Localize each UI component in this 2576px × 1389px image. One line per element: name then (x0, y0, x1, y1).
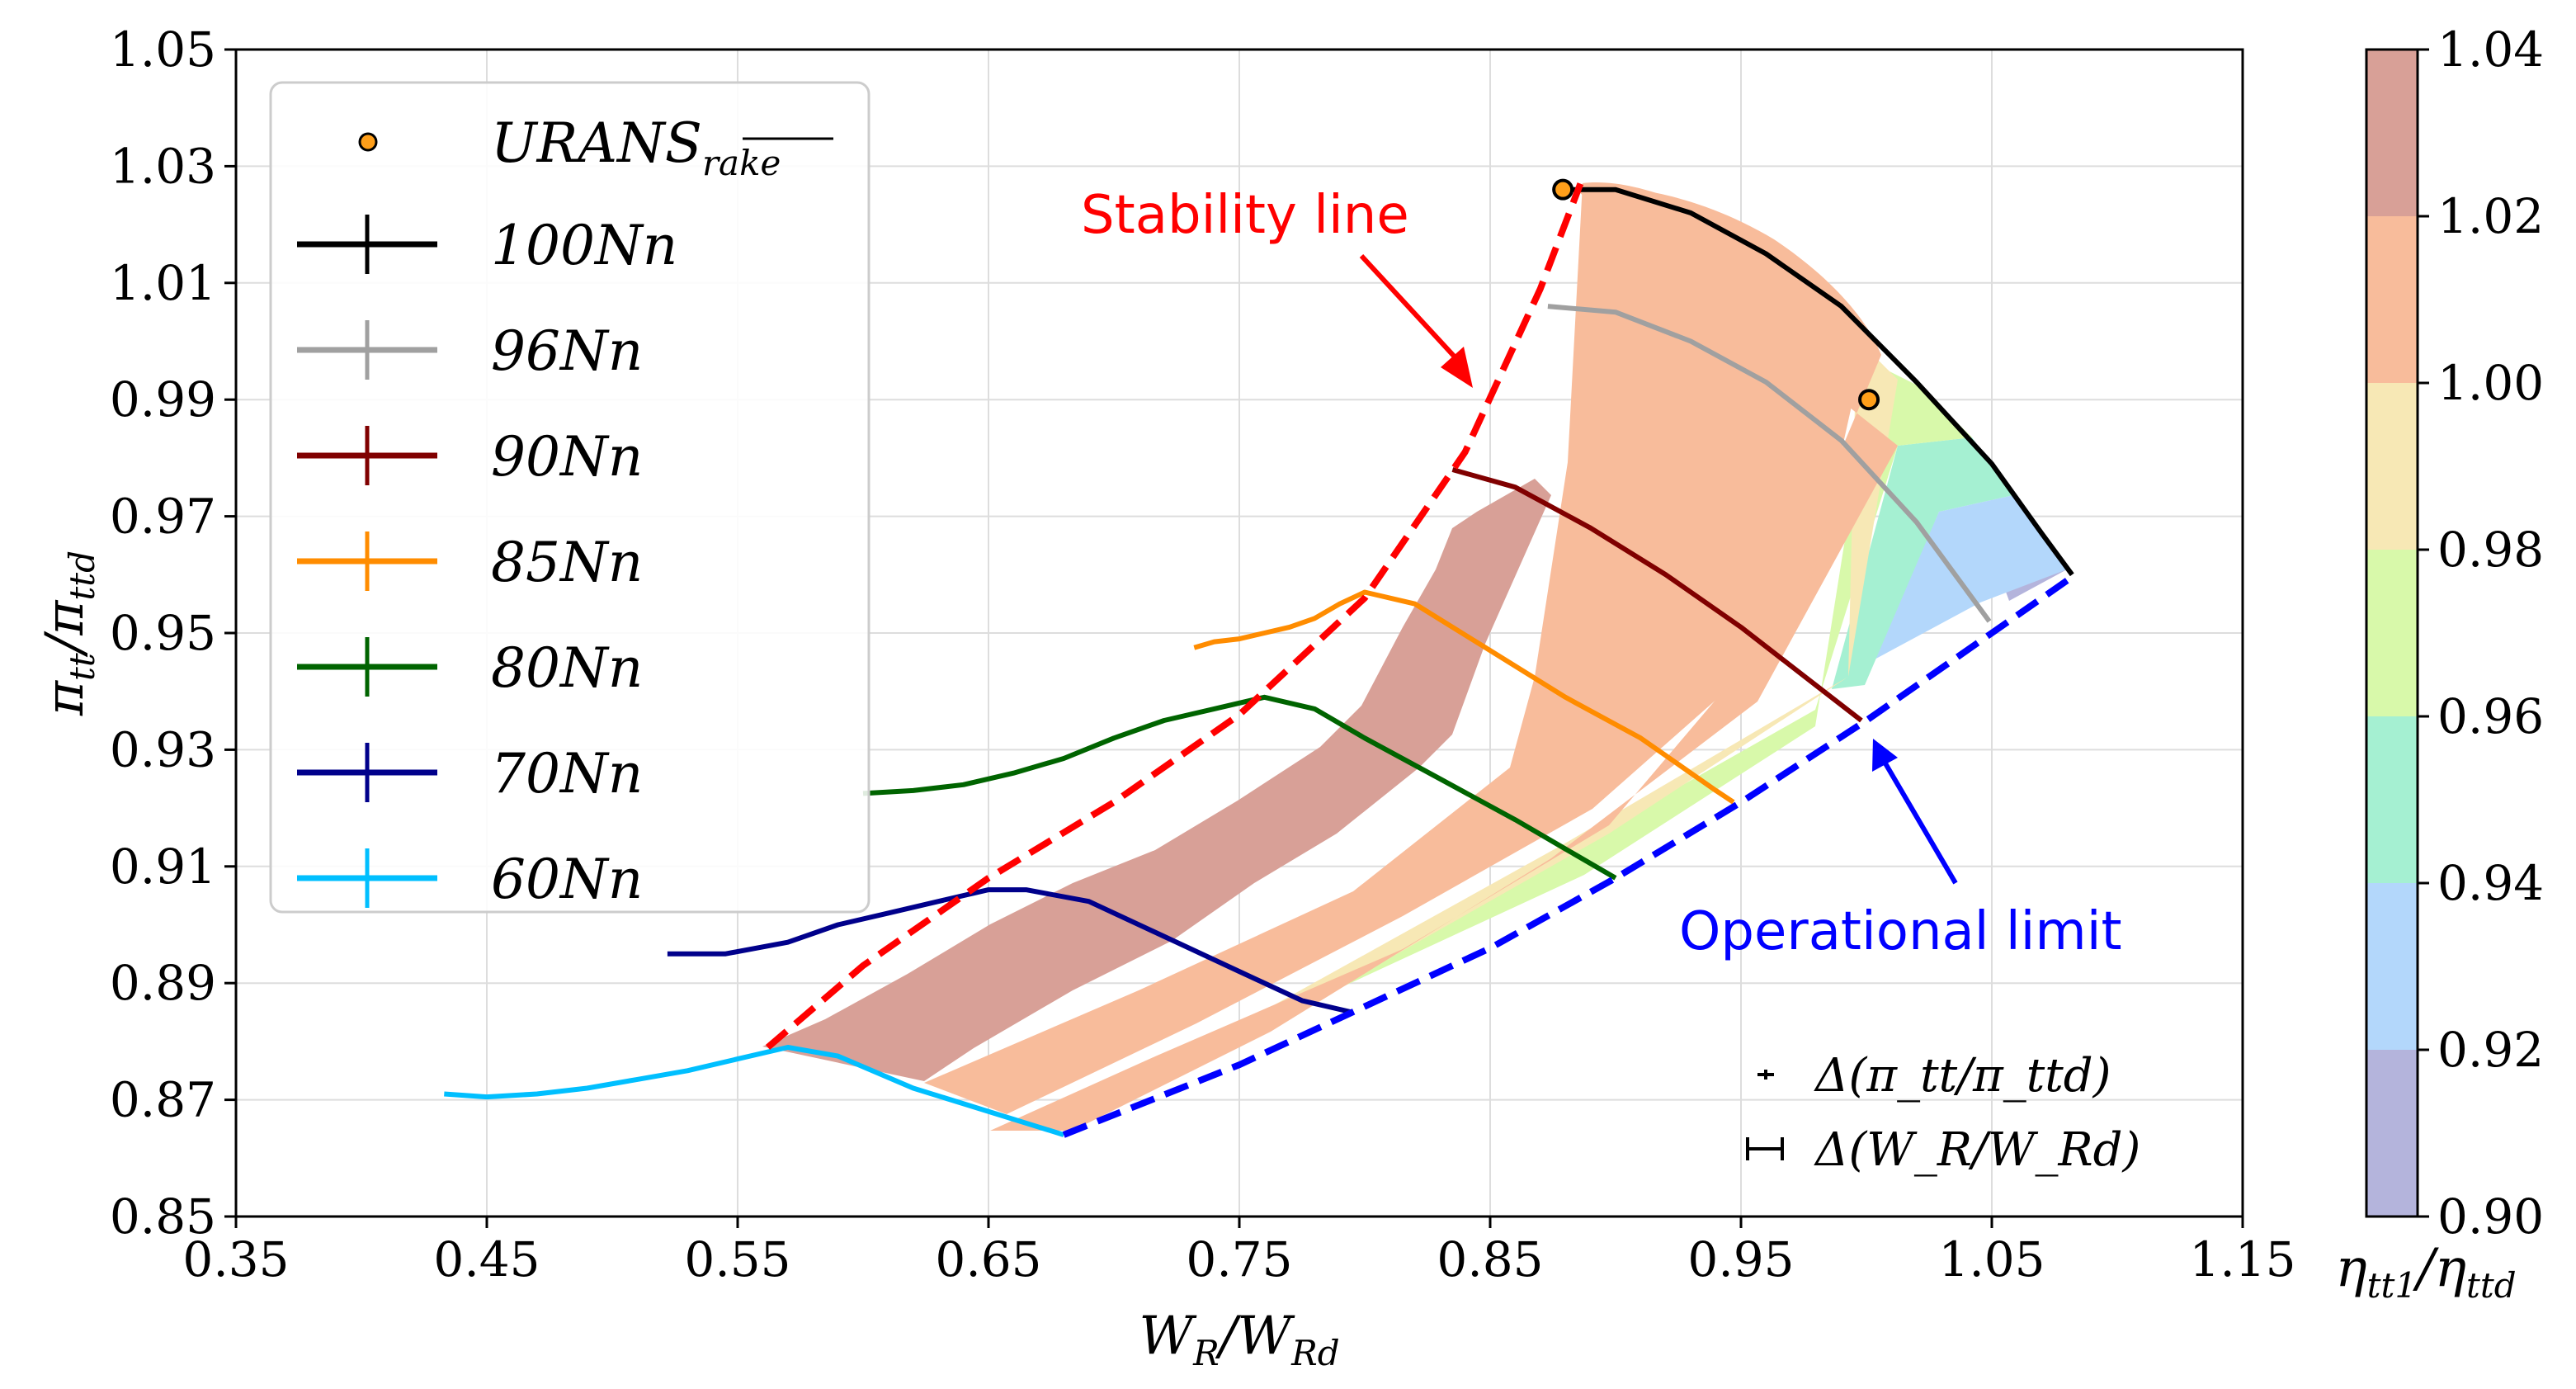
x-tick-label-0-85: 0.85 (1437, 1231, 1543, 1287)
legend-label-85Nn: 85Nn (491, 531, 643, 594)
contour-band-100-main (924, 182, 1865, 1115)
limit-lines (765, 182, 2069, 1138)
y-tick-label-0-93: 0.93 (110, 721, 216, 777)
y-tick-label-0-95: 0.95 (110, 605, 216, 661)
contour-band-092 (1873, 495, 2067, 660)
y-tick-label-1-01: 1.01 (110, 255, 216, 311)
urans-legend-label: URANSrake (491, 111, 781, 183)
pi-error-label: Δ(π_tt/π_ttd) (1814, 1049, 2111, 1103)
pi-error-marker (1757, 1070, 1774, 1080)
colorbar-band-0-92 (2366, 883, 2418, 1050)
contour-band-102 (762, 479, 1551, 1081)
y-tick-label-1-05: 1.05 (110, 21, 216, 78)
colorbar-band-0-98 (2366, 383, 2418, 550)
y-tick-label-1-03: 1.03 (110, 138, 216, 194)
colorbar-frame (2365, 48, 2419, 1218)
x-tick-label-0-35: 0.35 (182, 1231, 289, 1287)
contour-band-094 (1832, 437, 2013, 689)
x-tick-label-0-75: 0.75 (1186, 1231, 1292, 1287)
w-error-label: Δ(W_R/W_Rd) (1814, 1123, 2140, 1177)
urans-legend-marker (358, 132, 378, 152)
colorbar-tick-label-0-90: 0.90 (2437, 1188, 2544, 1245)
legend: URANSrake 100Nn 96Nn 90Nn 85Nn 80Nn 70Nn 60Nn (269, 81, 870, 914)
operational-arrow-head (1872, 739, 1898, 772)
legend-label-96Nn: 96Nn (491, 319, 643, 383)
y-tick-label-0-99: 0.99 (110, 371, 216, 428)
speed-lines (444, 187, 2074, 1137)
colorbar-tick-label-1-04: 1.04 (2437, 21, 2544, 78)
legend-label-100Nn: 100Nn (491, 214, 677, 277)
colorbar-tick-label-0-98: 0.98 (2437, 522, 2544, 578)
series-line-100Nn (1570, 187, 2074, 577)
x-tick-label-0-65: 0.65 (935, 1231, 1041, 1287)
colorbar-tick-label-0-92: 0.92 (2437, 1022, 2544, 1078)
series-line-80Nn (862, 694, 1617, 881)
colorbar-tick-label-0-96: 0.96 (2437, 688, 2544, 744)
colorbar-tick-label-1-02: 1.02 (2437, 188, 2544, 244)
x-tick-label-0-95: 0.95 (1687, 1231, 1794, 1287)
series-line-90Nn (1451, 467, 1863, 723)
series-line-60Nn (444, 1045, 1065, 1137)
legend-label-80Nn: 80Nn (491, 636, 643, 700)
colorbar: 0.90 0.92 0.94 0.96 0.98 1.00 1.02 1.04 ηtt1/ηt… (2335, 21, 2544, 1306)
y-tick-label-0-87: 0.87 (110, 1072, 216, 1128)
y-axis-ticks: 0.85 0.87 0.89 0.91 0.93 0.95 0.97 0.99 1.01 1.03… (110, 21, 236, 1245)
y-tick-label-0-89: 0.89 (110, 955, 216, 1011)
legend-label-90Nn: 90Nn (491, 425, 643, 489)
x-axis-ticks: 0.35 0.45 0.55 0.65 0.75 0.85 0.95 1.05 1.15 (182, 1217, 2296, 1287)
operational-arrow (1883, 762, 1958, 885)
contour-band-096 (1139, 363, 1972, 1081)
urans-rake-point-1 (1552, 178, 1574, 201)
x-tick-label-0-55: 0.55 (684, 1231, 790, 1287)
y-axis-label: πtt/πttd (35, 550, 102, 716)
stability-arrow-head (1441, 347, 1473, 388)
svg-text:WR/WRd: WR/WRd (1139, 1306, 1339, 1373)
error-bar-legend: Δ(π_tt/π_ttd) Δ(W_R/W_Rd) (1746, 1049, 2140, 1177)
series-line-85Nn (1193, 589, 1735, 805)
stability-line-label: Stability line (1081, 185, 1409, 246)
series-line-96Nn (1547, 304, 1992, 623)
colorbar-label: ηtt1/ηttd (2335, 1238, 2516, 1306)
operational-limit-line (1062, 578, 2069, 1138)
colorbar-band-1-02 (2366, 50, 2418, 216)
x-tick-label-0-45: 0.45 (433, 1231, 540, 1287)
colorbar-band-0-90 (2366, 1050, 2418, 1217)
operational-limit-label: Operational limit (1679, 901, 2122, 962)
x-tick-label-1-15: 1.15 (2189, 1231, 2295, 1287)
urans-rake-points (1552, 178, 1880, 411)
colorbar-band-0-94 (2366, 716, 2418, 883)
x-tick-label-1-05: 1.05 (1938, 1231, 2045, 1287)
w-error-marker (1746, 1137, 1784, 1160)
colorbar-band-1-00 (2366, 216, 2418, 383)
stability-arrow (1359, 253, 1463, 366)
y-tick-label-0-91: 0.91 (110, 839, 216, 895)
svg-text:ηtt1/ηttd: ηtt1/ηttd (2335, 1238, 2516, 1306)
colorbar-tick-label-1-00: 1.00 (2437, 355, 2544, 411)
urans-rake-point-2 (1858, 389, 1880, 411)
x-axis-label: WR/WRd (1139, 1306, 1339, 1373)
legend-box (269, 81, 870, 914)
y-tick-label-0-97: 0.97 (110, 489, 216, 545)
svg-text:πtt/πttd: πtt/πttd (35, 550, 102, 716)
series-line-70Nn (667, 887, 1353, 1015)
colorbar-tick-label-0-94: 0.94 (2437, 855, 2544, 911)
legend-label-60Nn: 60Nn (491, 848, 643, 911)
colorbar-band-0-96 (2366, 550, 2418, 716)
legend-label-70Nn: 70Nn (491, 742, 643, 806)
y-tick-label-0-85: 0.85 (110, 1188, 216, 1245)
